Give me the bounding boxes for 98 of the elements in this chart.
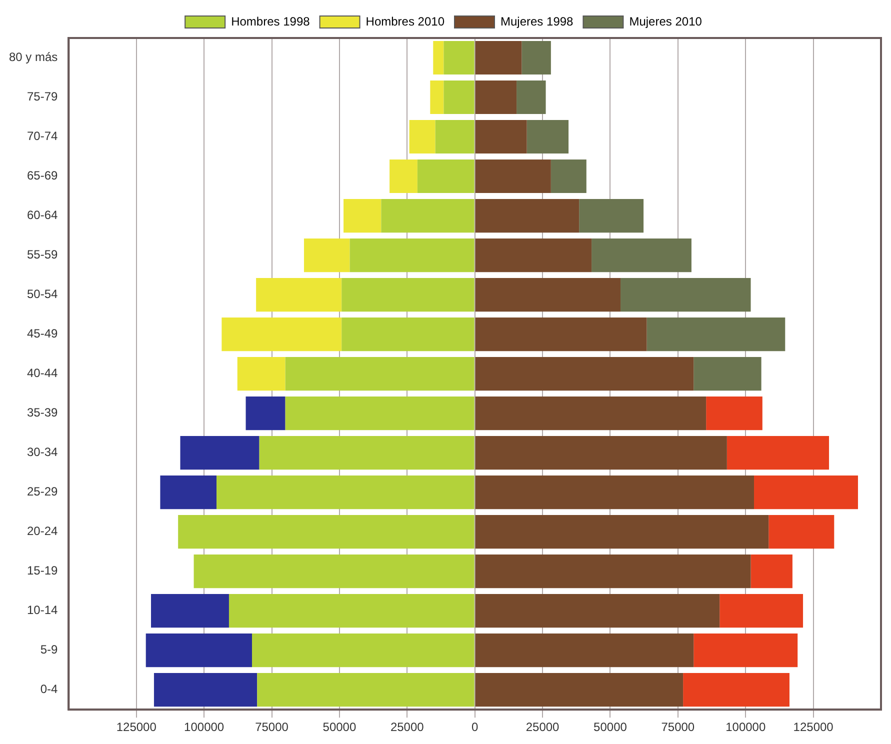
bar (754, 476, 858, 510)
bar (194, 554, 474, 588)
bar (475, 318, 647, 352)
bar (526, 120, 569, 154)
bar (768, 515, 834, 549)
x-tick-label: 75000 (255, 720, 289, 734)
y-tick-label: 15-19 (26, 564, 58, 578)
bar (516, 80, 546, 114)
bar (475, 159, 551, 194)
bar (646, 318, 786, 352)
x-tick-label: 125000 (116, 720, 157, 734)
bar (409, 120, 436, 154)
legend-label: Mujeres 1998 (500, 14, 574, 28)
bar (475, 80, 517, 114)
bar (475, 594, 720, 628)
y-tick-label: 30-34 (26, 445, 58, 460)
bar (475, 436, 727, 470)
bar (475, 238, 592, 272)
bar (350, 238, 474, 272)
bar (475, 515, 769, 549)
bar (257, 673, 474, 707)
bar (475, 198, 580, 233)
x-tick-label: 100000 (184, 720, 224, 734)
bar (579, 198, 644, 233)
y-tick-label: 10-14 (26, 603, 58, 618)
bar (154, 673, 258, 707)
y-tick-label: 40-44 (26, 366, 58, 380)
bar (475, 120, 527, 154)
bar (151, 594, 229, 628)
legend-label: Hombres 1998 (231, 14, 310, 28)
bar (390, 159, 418, 194)
x-tick-label: 125000 (793, 720, 834, 734)
bar (475, 357, 694, 391)
bar (444, 80, 474, 114)
bar (285, 396, 474, 430)
y-tick-label: 25-29 (26, 484, 58, 499)
bar (592, 238, 692, 272)
bar (475, 554, 751, 588)
bar (620, 278, 751, 312)
x-tick-label: 25000 (390, 720, 424, 734)
bar (304, 238, 350, 272)
y-tick-label: 60-64 (26, 208, 58, 222)
x-tick-label: 50000 (322, 720, 356, 734)
bar (726, 436, 830, 470)
bar (433, 40, 444, 75)
y-tick-label: 0-4 (40, 682, 58, 696)
bar (160, 476, 217, 510)
bar (342, 278, 474, 312)
bar (381, 198, 474, 233)
legend-label: Hombres 2010 (366, 14, 445, 28)
bar (178, 515, 474, 549)
bar (694, 357, 762, 391)
bar (475, 634, 694, 668)
bar (444, 40, 474, 75)
bar (228, 594, 474, 628)
y-tick-label: 75-79 (26, 90, 58, 104)
bar (475, 40, 522, 75)
bar (256, 278, 342, 312)
bar (252, 634, 474, 668)
bar (475, 278, 621, 312)
bar (720, 594, 804, 628)
bar (706, 396, 762, 430)
y-tick-label: 45-49 (26, 326, 58, 341)
bar (475, 673, 684, 707)
bar (522, 40, 551, 75)
bar (259, 436, 474, 470)
x-tick-label: 100000 (726, 720, 766, 734)
bar (694, 634, 798, 668)
legend-label: Mujeres 2010 (629, 14, 702, 28)
bar (430, 80, 444, 114)
bar (750, 554, 792, 588)
y-tick-label: 80 y más (9, 50, 58, 64)
y-tick-label: 35-39 (26, 406, 58, 420)
bar (285, 357, 474, 391)
y-tick-label: 70-74 (26, 129, 58, 144)
y-tick-label: 20-24 (26, 524, 58, 538)
y-tick-label: 5-9 (40, 642, 58, 657)
bar (237, 357, 286, 391)
y-tick-label: 50-54 (26, 287, 58, 302)
x-tick-label: 0 (472, 720, 478, 734)
bar (475, 476, 754, 510)
x-tick-label: 75000 (661, 720, 695, 734)
x-tick-label: 25000 (526, 720, 560, 734)
bar (435, 120, 474, 154)
bar (683, 673, 790, 707)
bar (180, 436, 260, 470)
x-tick-label: 50000 (594, 720, 628, 734)
bar (550, 159, 586, 194)
y-tick-label: 55-59 (26, 248, 58, 262)
bar (222, 318, 342, 352)
bar (342, 318, 474, 352)
bar (475, 396, 706, 430)
bar (146, 634, 252, 668)
y-tick-label: 65-69 (26, 168, 58, 183)
bar (216, 476, 474, 510)
bar (417, 159, 474, 194)
bar (246, 396, 286, 430)
bar (344, 198, 382, 233)
